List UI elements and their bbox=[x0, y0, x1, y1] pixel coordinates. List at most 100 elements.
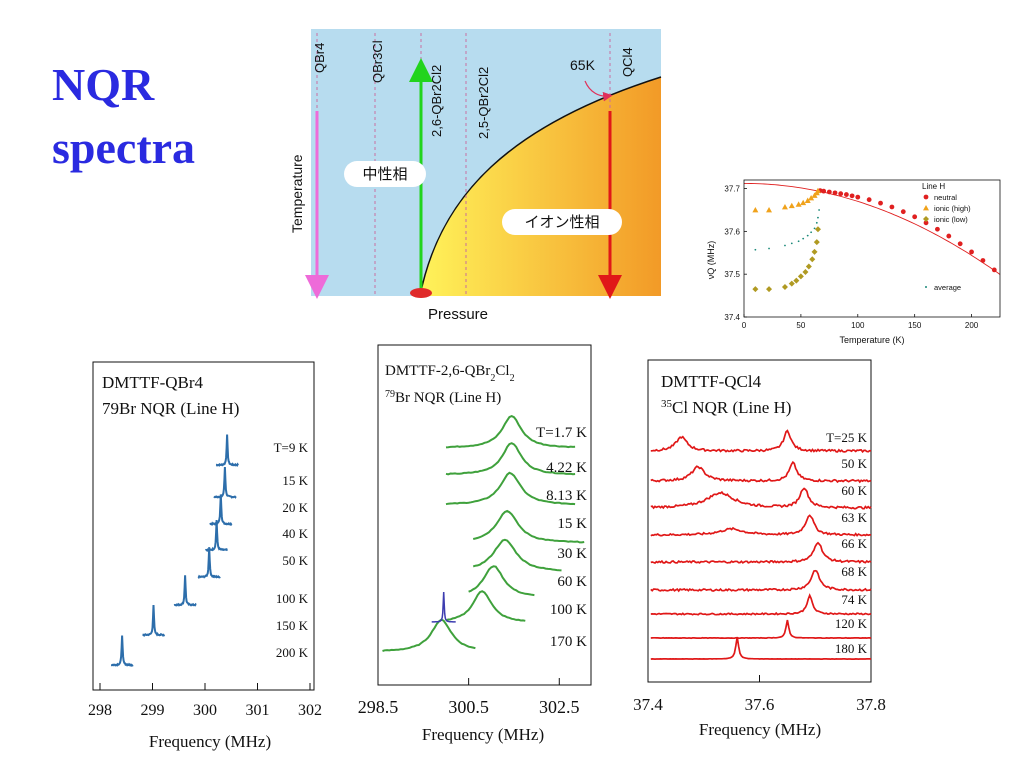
qbr2cl2-temperature-label: 100 K bbox=[550, 602, 587, 618]
critical-point bbox=[410, 288, 432, 298]
nuq-legend-marker-ionic-low bbox=[923, 216, 929, 222]
nuq-legend-marker-average bbox=[925, 286, 927, 288]
nuq-point-ionic-high bbox=[752, 206, 759, 213]
qbr2cl2-xtick-label: 300.5 bbox=[448, 697, 489, 717]
nuq-point-neutral bbox=[832, 190, 838, 196]
nuq-point-neutral bbox=[855, 194, 861, 200]
nuq-point-ionic-low bbox=[813, 239, 820, 246]
qcl4-temperature-label: 68 K bbox=[841, 564, 867, 579]
qcl4-temperature-label: 66 K bbox=[841, 536, 867, 551]
nuq-ytick-label: 37.5 bbox=[724, 270, 740, 279]
nuq-legend-label: ionic (high) bbox=[934, 204, 971, 213]
compound-label-qbr4: QBr4 bbox=[312, 43, 327, 73]
nuq-point-ionic-high bbox=[804, 197, 811, 203]
slide-title-line1: NQR bbox=[52, 59, 155, 110]
qbr2cl2-spectrum-trace bbox=[472, 509, 585, 544]
nuq-xlabel: Temperature (K) bbox=[839, 335, 904, 345]
nuq-point-neutral bbox=[946, 233, 952, 239]
nuq-point-ionic-low bbox=[793, 277, 800, 284]
nuq-point-average bbox=[790, 242, 793, 245]
65k-pointer bbox=[584, 80, 613, 102]
qbr4-xtick-label: 300 bbox=[193, 702, 217, 719]
qbr4-spectrum-trace bbox=[197, 547, 221, 579]
qbr2cl2-title-line1: DMTTF-2,6-QBr2Cl2 bbox=[385, 363, 515, 384]
nuq-fit-curve bbox=[744, 182, 1001, 275]
qbr4-temperature-label: T=9 K bbox=[274, 440, 309, 455]
nuq-point-average bbox=[813, 227, 816, 230]
nuq-point-neutral bbox=[980, 258, 986, 263]
nuq-point-ionic-high bbox=[795, 201, 802, 207]
nuq-point-ionic-low bbox=[809, 256, 816, 263]
compound-label-26: 2,6-QBr2Cl2 bbox=[429, 65, 444, 137]
qcl4-spectrum-trace bbox=[650, 619, 872, 640]
nuq-temperature-chart: 0 50 100 150 200 37.4 37.5 37.6 37.7 Line H neut… bbox=[706, 179, 1001, 345]
qbr4-temperature-label: 200 K bbox=[276, 645, 309, 660]
qbr4-temperature-label: 20 K bbox=[282, 500, 308, 515]
qbr4-spectrum-trace bbox=[209, 494, 233, 526]
qcl4-temperature-label: 180 K bbox=[835, 641, 868, 656]
qbr4-xlabel: Frequency (MHz) bbox=[149, 732, 271, 751]
temperature-axis-label: Temperature bbox=[289, 154, 305, 233]
qcl4-spectra-panel: DMTTF-QCl4 35Cl NQR (Line H) T=25 K 50 K 6… bbox=[633, 359, 886, 739]
qbr4-spectra-panel: DMTTF-QBr4 79Br NQR (Line H) T=9 K 15 K 20… bbox=[88, 361, 322, 751]
qbr2cl2-xlabel: Frequency (MHz) bbox=[422, 725, 544, 744]
qcl4-temperature-label: T=25 K bbox=[826, 430, 868, 445]
qcl4-temperature-label: 74 K bbox=[841, 592, 867, 607]
nuq-point-ionic-high bbox=[800, 199, 807, 206]
nuq-point-neutral bbox=[957, 241, 963, 247]
compound-label-25: 2,5-QBr2Cl2 bbox=[476, 67, 491, 139]
qbr4-temperature-label: 50 K bbox=[282, 553, 308, 568]
nuq-point-ionic-low bbox=[766, 286, 773, 293]
neutral-phase-bubble bbox=[344, 161, 426, 187]
qbr2cl2-temperature-label: 60 K bbox=[557, 574, 587, 590]
qbr2cl2-spectrum-trace bbox=[382, 618, 476, 652]
nuq-point-ionic-low bbox=[811, 248, 818, 255]
qbr4-temperature-label: 150 K bbox=[276, 618, 309, 633]
qcl4-xlabel: Frequency (MHz) bbox=[699, 720, 821, 739]
qcl4-spectrum-trace bbox=[650, 514, 872, 537]
nuq-ytick-label: 37.4 bbox=[724, 313, 740, 322]
nuq-point-neutral bbox=[849, 193, 855, 199]
qbr2cl2-spectrum-trace bbox=[445, 442, 576, 476]
qbr2cl2-spectra-panel: DMTTF-2,6-QBr2Cl2 79Br NQR (Line H) T=1.… bbox=[358, 344, 592, 744]
pressure-axis-label: Pressure bbox=[428, 306, 488, 323]
qbr4-spectrum-trace bbox=[110, 635, 134, 667]
nuq-ytick-label: 37.6 bbox=[724, 227, 740, 236]
nuq-point-ionic-low bbox=[802, 269, 809, 276]
nuq-ytick-label: 37.7 bbox=[724, 185, 740, 194]
qcl4-temperature-label: 50 K bbox=[841, 456, 867, 471]
nuq-point-neutral bbox=[826, 189, 832, 195]
nuq-legend-label: ionic (low) bbox=[934, 215, 968, 224]
qbr4-spectrum-trace bbox=[215, 434, 239, 467]
nuq-point-ionic-low bbox=[781, 284, 788, 291]
qbr2cl2-temperature-label: 8.13 K bbox=[546, 488, 587, 504]
qbr4-frame bbox=[92, 361, 315, 691]
qcl4-spectrum-trace bbox=[650, 487, 872, 510]
nuq-point-ionic-low bbox=[814, 226, 821, 233]
nuq-point-ionic-high bbox=[766, 206, 773, 213]
ionic-phase-bubble bbox=[502, 209, 622, 235]
nuq-point-ionic-high bbox=[808, 194, 815, 201]
qbr2cl2-xtick-label: 298.5 bbox=[358, 697, 399, 717]
qbr4-title-line1: DMTTF-QBr4 bbox=[102, 373, 204, 392]
qbr2cl2-temperature-label: 4.22 K bbox=[546, 460, 587, 476]
nuq-point-ionic-low bbox=[805, 263, 812, 270]
qcl4-title-line1: DMTTF-QCl4 bbox=[661, 372, 762, 391]
qbr2cl2-temperature-label: 170 K bbox=[550, 634, 587, 650]
qcl4-title-line2: 35Cl NQR (Line H) bbox=[661, 398, 791, 417]
label-65k: 65K bbox=[570, 57, 596, 73]
nuq-xtick-label: 200 bbox=[965, 321, 979, 330]
qbr2cl2-spectrum-trace bbox=[468, 565, 535, 597]
qcl4-xtick-label: 37.4 bbox=[633, 695, 663, 714]
nuq-point-neutral bbox=[838, 191, 844, 197]
nuq-point-average bbox=[802, 237, 805, 240]
ionic-phase-label: イオン性相 bbox=[524, 214, 599, 231]
qbr2cl2-xtick-label: 302.5 bbox=[539, 697, 580, 717]
nuq-point-neutral bbox=[889, 204, 895, 210]
qbr4-temperature-label: 15 K bbox=[282, 473, 308, 488]
nuq-point-ionic-high bbox=[814, 187, 821, 194]
qbr4-xtick-label: 301 bbox=[246, 702, 270, 719]
qcl4-spectrum-trace bbox=[650, 593, 872, 616]
nuq-point-average bbox=[818, 209, 820, 211]
qbr4-xtick-label: 298 bbox=[88, 702, 112, 719]
